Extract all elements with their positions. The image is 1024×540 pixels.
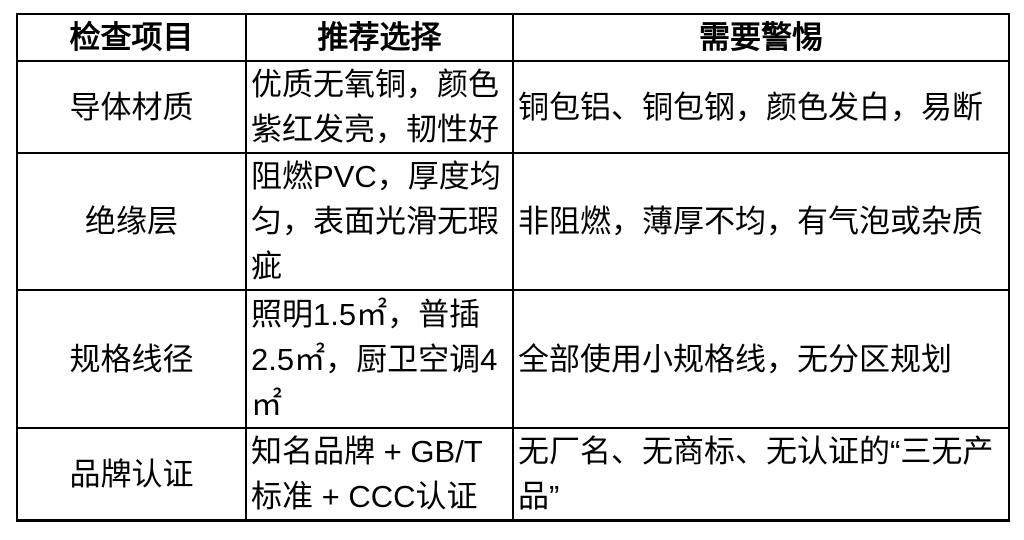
table-header-row: 检查项目 推荐选择 需要警惕 (16, 13, 1010, 62)
header-inspection-item: 检查项目 (16, 13, 247, 62)
cell-recommended-gauge: 照明1.5㎡，普插2.5㎡，厨卫空调4㎡ (245, 289, 514, 429)
cell-warning-conductor: 铜包铝、铜包钢，颜色发白，易断 (512, 60, 1010, 154)
header-warning: 需要警惕 (512, 13, 1010, 62)
table-row: 绝缘层 阻燃PVC，厚度均匀，表面光滑无瑕疵 非阻燃，薄厚不均，有气泡或杂质 (16, 152, 1010, 291)
header-recommended-choice: 推荐选择 (245, 13, 514, 62)
table-row: 规格线径 照明1.5㎡，普插2.5㎡，厨卫空调4㎡ 全部使用小规格线，无分区规划 (16, 289, 1010, 429)
cell-warning-insulation: 非阻燃，薄厚不均，有气泡或杂质 (512, 152, 1010, 291)
cell-item-conductor: 导体材质 (16, 60, 247, 154)
cell-recommended-insulation: 阻燃PVC，厚度均匀，表面光滑无瑕疵 (245, 152, 514, 291)
table-row: 品牌认证 知名品牌 + GB/T标准 + CCC认证 无厂名、无商标、无认证的“… (16, 427, 1010, 522)
cell-recommended-conductor: 优质无氧铜，颜色紫红发亮，韧性好 (245, 60, 514, 154)
cell-recommended-brand: 知名品牌 + GB/T标准 + CCC认证 (245, 427, 514, 522)
cell-item-insulation: 绝缘层 (16, 152, 247, 291)
cell-warning-brand: 无厂名、无商标、无认证的“三无产品” (512, 427, 1010, 522)
cell-warning-gauge: 全部使用小规格线，无分区规划 (512, 289, 1010, 429)
inspection-table: 检查项目 推荐选择 需要警惕 导体材质 优质无氧铜，颜色紫红发亮，韧性好 铜包铝… (16, 13, 1010, 522)
cell-item-gauge: 规格线径 (16, 289, 247, 429)
cell-item-brand: 品牌认证 (16, 427, 247, 522)
table-row: 导体材质 优质无氧铜，颜色紫红发亮，韧性好 铜包铝、铜包钢，颜色发白，易断 (16, 60, 1010, 154)
